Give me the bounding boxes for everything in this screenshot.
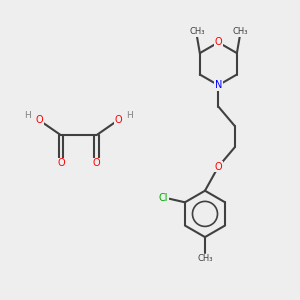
Text: CH₃: CH₃ — [197, 254, 213, 263]
Text: O: O — [93, 158, 100, 168]
Text: CH₃: CH₃ — [232, 27, 248, 36]
Text: O: O — [36, 115, 43, 125]
Text: O: O — [57, 158, 64, 168]
Text: H: H — [126, 111, 133, 120]
Text: CH₃: CH₃ — [189, 27, 205, 36]
Text: N: N — [215, 80, 222, 90]
Text: O: O — [214, 162, 222, 172]
Text: O: O — [114, 115, 122, 125]
Text: H: H — [24, 111, 31, 120]
Text: O: O — [214, 38, 222, 47]
Text: Cl: Cl — [159, 193, 168, 203]
